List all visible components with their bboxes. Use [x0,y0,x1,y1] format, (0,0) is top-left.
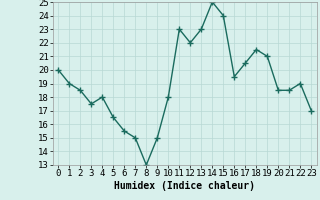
X-axis label: Humidex (Indice chaleur): Humidex (Indice chaleur) [114,181,255,191]
